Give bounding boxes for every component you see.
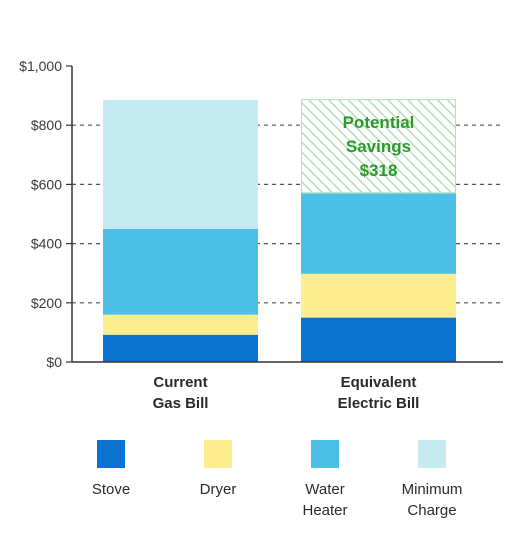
bar-segment [301,317,456,362]
y-tick-label: $1,000 [19,58,62,74]
savings-segment [301,99,456,194]
labels: $0 $200 $400 $600 $800 $1,000 Current Gas Bill P… [19,58,419,412]
bars [103,99,456,362]
bar-segment [103,334,258,362]
bar-segment [103,314,258,335]
legend-swatch [311,440,339,468]
legend-swatch [418,440,446,468]
y-tick-label: $400 [31,236,62,252]
legend-label: Heater [302,502,347,519]
category-label: Equivalent [341,374,417,391]
y-tick-label: $200 [31,295,62,311]
legend-swatch [204,440,232,468]
bar-segment [103,100,258,229]
legend-label: Minimum [402,481,463,498]
legend: Stove Dryer Water Heater Minimum Charge [92,440,463,519]
legend-label: Charge [407,502,456,519]
category-label: Current [153,374,207,391]
legend-label: Stove [92,481,130,498]
bar-segment [301,193,456,274]
savings-label: Potential [343,113,415,132]
category-label: Gas Bill [153,395,209,412]
y-tick-label: $600 [31,176,62,192]
savings-label: Savings [346,137,411,156]
y-tick-label: $800 [31,117,62,133]
savings-label: $318 [360,161,398,180]
legend-label: Dryer [200,481,237,498]
axes [66,65,503,363]
bar-segment [301,273,456,318]
category-label: Electric Bill [338,395,420,412]
bar-segment [103,228,258,315]
legend-swatch [97,440,125,468]
legend-label: Water [305,481,344,498]
y-tick-label: $0 [46,354,62,370]
